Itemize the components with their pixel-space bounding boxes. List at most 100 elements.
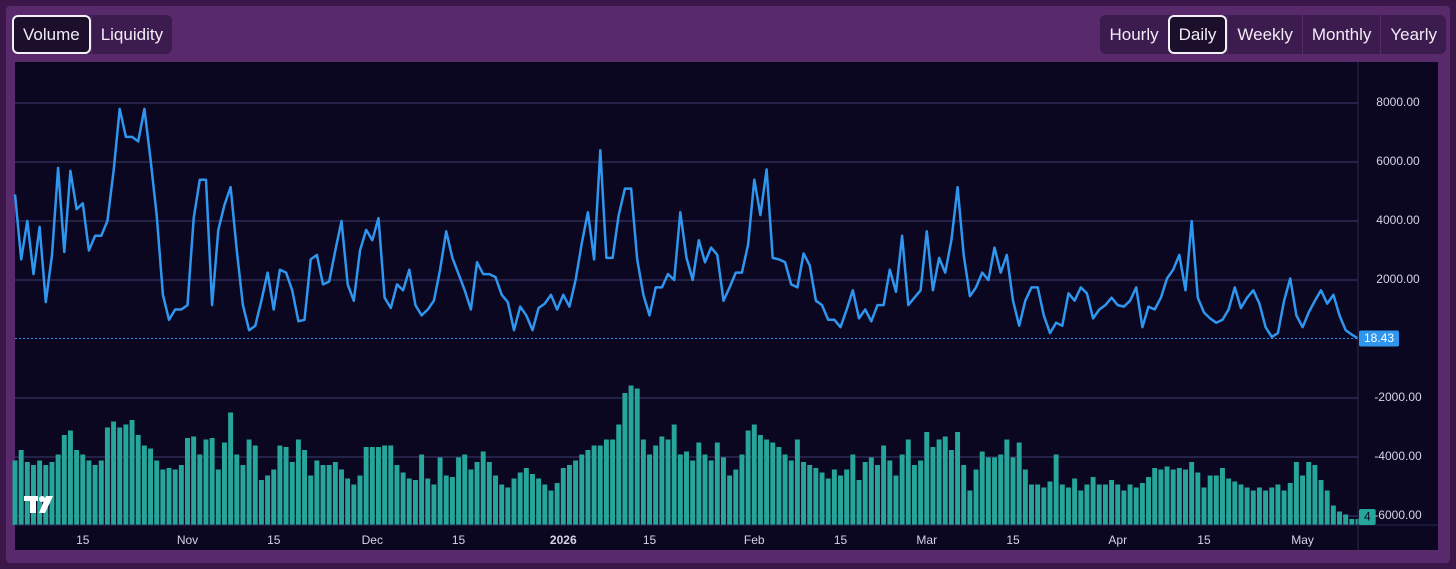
volume-bar (1207, 475, 1213, 525)
tab-button[interactable]: Volume (12, 15, 91, 54)
volume-bar (1324, 490, 1330, 525)
volume-bar (924, 432, 930, 525)
volume-bar (1220, 468, 1225, 525)
x-tick-label: 15 (452, 533, 466, 547)
volume-bar (1170, 469, 1176, 525)
volume-bar (856, 480, 862, 525)
interval-tabs: Hourly Daily Weekly Monthly Yearly (1100, 15, 1446, 54)
volume-bar (1090, 477, 1096, 525)
volume-bar (1195, 472, 1201, 525)
volume-bar (1010, 457, 1016, 525)
volume-bar (579, 454, 585, 525)
tab-button[interactable]: Daily (1167, 15, 1228, 54)
volume-bar (129, 420, 135, 525)
volume-bar (18, 450, 24, 525)
volume-bar (536, 478, 542, 525)
volume-bar (246, 439, 252, 525)
volume-bar (240, 465, 246, 525)
volume-bar (751, 424, 757, 525)
volume-bar (1127, 484, 1133, 525)
volume-bar (979, 451, 985, 525)
tab-button[interactable]: Hourly (1109, 25, 1159, 44)
volume-bar (80, 454, 86, 525)
volume-bar (603, 439, 609, 525)
volume-bar (1004, 439, 1010, 525)
volume-bar (320, 465, 326, 525)
volume-bar (178, 465, 184, 525)
volume-bar (203, 439, 209, 525)
y-tick-label: 6000.00 (1376, 154, 1420, 168)
volume-bar (967, 490, 973, 525)
volume-bar (1146, 477, 1152, 525)
volume-bar (616, 424, 622, 525)
volume-bar (875, 465, 880, 525)
volume-bar (961, 465, 967, 525)
x-tick-label: 15 (267, 533, 281, 547)
volume-badge-box (1359, 509, 1376, 525)
volume-bar (1269, 487, 1275, 525)
volume-bar (283, 447, 289, 525)
volume-bar (905, 439, 911, 525)
volume-bar (1238, 484, 1244, 525)
volume-bar (1244, 487, 1250, 525)
axes: 8000.00 6000.00 4000.00 2000.00 -2000.00 -400… (15, 62, 1438, 550)
volume-bar (135, 435, 141, 525)
volume-bar (505, 487, 511, 525)
y-tick-label: 4000.00 (1376, 213, 1420, 227)
volume-bar (684, 451, 689, 525)
volume-bar (517, 472, 523, 525)
last-value-badge-box (1359, 330, 1400, 347)
volume-bar (160, 469, 166, 525)
volume-bar (277, 445, 283, 525)
last-value-badge-text: 18.43 (1364, 331, 1394, 345)
volume-bar (1300, 475, 1306, 525)
volume-bar (930, 447, 936, 525)
volume-bar (197, 454, 203, 525)
volume-bar (363, 447, 369, 525)
volume-bar (1053, 454, 1059, 525)
volume-bar (973, 469, 979, 525)
volume-bar (523, 468, 529, 525)
volume-bar (1349, 519, 1355, 525)
x-tick-label: 15 (834, 533, 848, 547)
volume-bar (191, 436, 197, 525)
volume-bar (172, 469, 178, 525)
x-tick-label: 15 (643, 533, 657, 547)
volume-bar (92, 465, 98, 525)
volume-bar (942, 436, 948, 525)
volume-bar (221, 442, 227, 525)
volume-bar (838, 475, 843, 525)
volume-bar (1078, 490, 1084, 525)
volume-bar (1263, 490, 1269, 525)
volume-bar (671, 424, 677, 525)
tab-button[interactable]: Liquidity (90, 15, 172, 54)
volume-bar (1115, 484, 1121, 525)
volume-bar (37, 460, 43, 525)
volume-bar (357, 475, 363, 525)
volume-bar (1109, 480, 1115, 525)
volume-bar (1164, 466, 1170, 525)
volume-bar (499, 484, 505, 525)
volume-bar (412, 480, 418, 525)
volume-bar (739, 454, 745, 525)
volume-bar (585, 450, 591, 525)
tradingview-logo (24, 496, 53, 513)
volume-bar (1035, 484, 1041, 525)
volume-bar (258, 480, 264, 525)
tab-button[interactable]: Monthly (1301, 15, 1381, 54)
volume-bar (1139, 483, 1145, 525)
volume-bar (55, 454, 61, 525)
volume-bar (640, 439, 646, 525)
volume-bar (24, 462, 30, 525)
volume-bar (659, 436, 665, 525)
volume-bar (696, 442, 702, 525)
volume-bar (862, 462, 868, 525)
volume-bar (31, 465, 36, 525)
tab-button[interactable]: Weekly (1227, 15, 1301, 54)
x-tick-label: 2026 (550, 533, 577, 547)
volume-bar (1226, 478, 1232, 525)
volume-bar (1343, 514, 1349, 525)
volume-bar (677, 454, 683, 525)
tab-button[interactable]: Yearly (1380, 15, 1446, 54)
volume-bar (702, 454, 708, 525)
